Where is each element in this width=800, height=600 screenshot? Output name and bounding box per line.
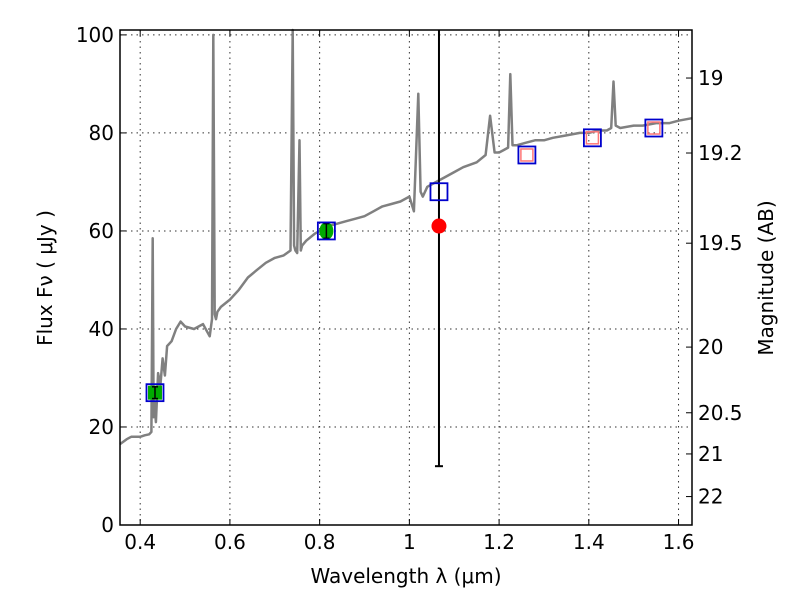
model-square-point bbox=[145, 383, 165, 403]
model-square-point bbox=[316, 221, 336, 241]
y-right-tick-label: 19 bbox=[698, 66, 723, 90]
model-square-point bbox=[517, 145, 537, 165]
y-right-tick-label: 22 bbox=[698, 485, 723, 509]
x-tick-label: 1 bbox=[403, 530, 416, 554]
plot-frame bbox=[119, 29, 693, 526]
grid bbox=[120, 30, 692, 526]
y-tick-label: 20 bbox=[89, 415, 114, 439]
model-square-point bbox=[429, 182, 449, 202]
y-tick-label: 0 bbox=[101, 513, 114, 537]
x-axis-label: Wavelength λ (μm) bbox=[310, 564, 501, 588]
y-right-tick-label: 19.2 bbox=[698, 141, 743, 165]
y-right-tick-label: 19.5 bbox=[698, 231, 743, 255]
red-square-point bbox=[647, 121, 661, 135]
y-tick-label: 40 bbox=[89, 317, 114, 341]
plot-background bbox=[120, 30, 692, 525]
x-tick-label: 0.8 bbox=[304, 530, 336, 554]
red-square-point bbox=[585, 131, 600, 145]
x-tick-label: 1.4 bbox=[573, 530, 605, 554]
x-tick-label: 1.2 bbox=[483, 530, 515, 554]
y-right-tick-label: 21 bbox=[698, 442, 723, 466]
y-axis-right-label: Magnitude (AB) bbox=[754, 200, 778, 355]
y-tick-label: 100 bbox=[76, 23, 114, 47]
red-circle-point bbox=[431, 218, 447, 234]
y-axis-label: Flux Fν ( μJy ) bbox=[33, 210, 57, 346]
y-tick-label: 60 bbox=[89, 219, 114, 243]
ticks: 0.4 0.6 0.8 1 1.2 1.4 1.6 0 20 40 60 80 100 19 19.2 19.… bbox=[76, 23, 743, 554]
model-square-point bbox=[583, 128, 602, 148]
red-square-point bbox=[520, 148, 534, 162]
x-tick-label: 1.6 bbox=[663, 530, 695, 554]
series bbox=[119, 28, 693, 468]
x-tick-label: 0.4 bbox=[124, 530, 156, 554]
x-tick-label: 0.6 bbox=[214, 530, 246, 554]
y-tick-label: 80 bbox=[89, 121, 114, 145]
y-right-tick-label: 20.5 bbox=[698, 401, 743, 425]
y-right-tick-label: 20 bbox=[698, 335, 723, 359]
model-square-point bbox=[644, 118, 664, 138]
